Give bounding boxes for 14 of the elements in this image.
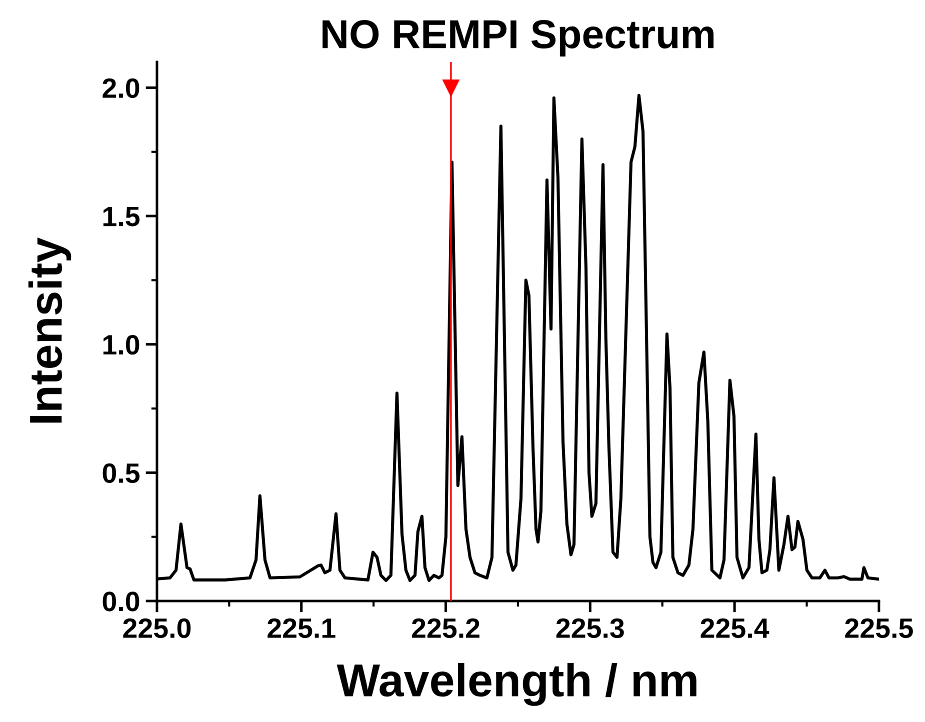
x-tick-label: 225.4	[700, 618, 770, 638]
x-axis-title: Wavelength / nm	[336, 663, 696, 706]
y-axis-title: Intensity	[28, 238, 72, 423]
y-tick-label: 0.5	[102, 463, 140, 484]
y-tick-label: 0.0	[102, 592, 140, 612]
x-tick-label: 225.1	[268, 618, 336, 638]
x-tick-label: 225.0	[123, 618, 191, 638]
y-tick-label: 1.0	[103, 335, 140, 355]
x-tick-label: 225.3	[556, 618, 624, 638]
y-tick-label: 1.5	[103, 206, 140, 226]
x-tick-label: 225.2	[412, 618, 480, 638]
chart-title: NO REMPI Spectrum	[322, 20, 714, 56]
x-tick-label: 225.5	[845, 618, 913, 638]
y-tick-label: 2.0	[102, 78, 140, 98]
